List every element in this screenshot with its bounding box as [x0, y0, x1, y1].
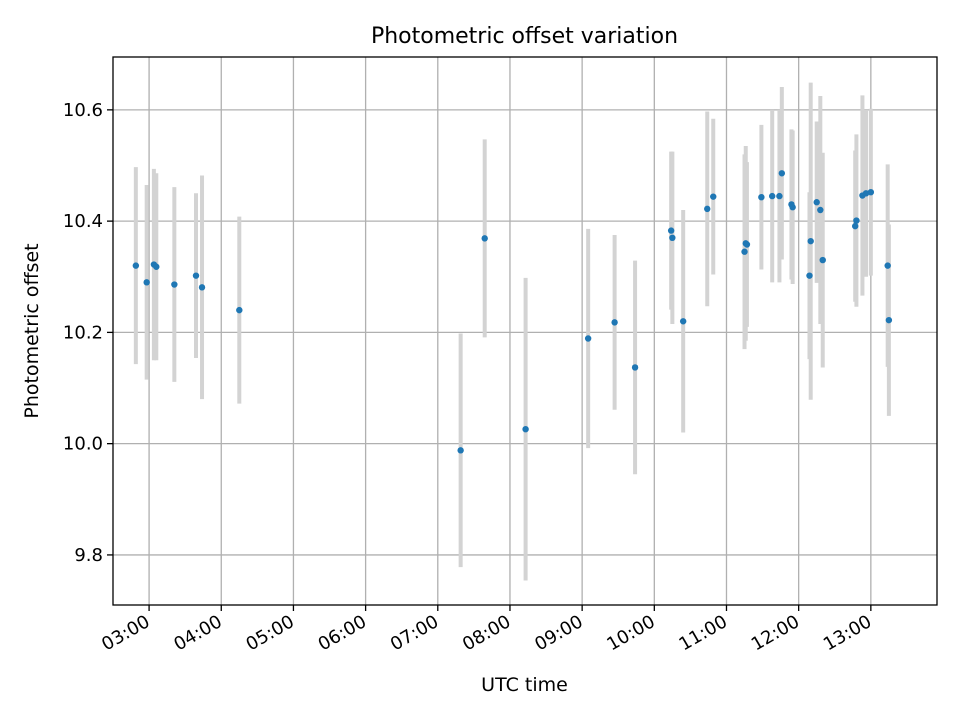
plot-frame [112, 56, 938, 606]
y-tick-label: 10.2 [63, 322, 103, 343]
data-point [457, 447, 464, 454]
data-point [667, 227, 675, 234]
data-point [743, 241, 751, 248]
x-tick-label: 06:00 [315, 611, 370, 655]
data-point [171, 281, 178, 288]
data-point [679, 318, 687, 325]
data-point [481, 235, 488, 242]
data-point [862, 190, 870, 197]
data-point [852, 222, 859, 230]
x-axis-label: UTC time [481, 674, 568, 696]
data-point [769, 192, 776, 200]
data-point [143, 279, 150, 286]
x-tick-label: 12:00 [748, 611, 803, 655]
x-tick-label: 05:00 [243, 611, 298, 655]
data-point [631, 364, 639, 371]
data-point [813, 199, 820, 206]
x-tick-label: 11:00 [676, 611, 731, 655]
data-point [884, 262, 891, 269]
x-tick-label: 09:00 [531, 611, 586, 655]
data-point [611, 319, 618, 326]
data-point [198, 284, 206, 291]
y-tick-label: 10.4 [63, 211, 103, 232]
data-point [584, 335, 592, 342]
data-point [192, 272, 200, 279]
data-point [669, 234, 676, 242]
x-tick-label: 04:00 [170, 611, 225, 655]
data-point [522, 425, 529, 433]
data-point [807, 237, 814, 245]
data-point [819, 256, 826, 264]
data-point [704, 205, 711, 213]
data-point [153, 263, 160, 270]
y-tick-label: 10.6 [63, 100, 103, 121]
x-tick-label: 10:00 [603, 611, 658, 655]
y-tick-label: 10.0 [63, 434, 103, 455]
data-point [789, 204, 796, 211]
tick-layer: 03:00 04:00 05:00 06:00 07:00 08:00 09:00 10:00… [63, 100, 875, 655]
x-tick-label: 13:00 [820, 611, 875, 655]
y-axis-label: Photometric offset [21, 243, 43, 418]
data-point [236, 306, 243, 314]
data-point [710, 193, 717, 200]
chart-title: Photometric offset variation [371, 24, 678, 49]
data-point [132, 262, 140, 269]
x-tick-label: 03:00 [98, 611, 153, 655]
x-tick-label: 08:00 [459, 611, 514, 655]
data-point [867, 188, 875, 196]
data-point [885, 316, 893, 324]
data-point [817, 206, 824, 214]
data-point [741, 248, 748, 255]
error-bar-layer [133, 82, 891, 581]
data-point [853, 217, 860, 224]
data-point [776, 192, 783, 200]
data-point [806, 272, 813, 279]
data-point-layer [132, 170, 893, 454]
data-point [778, 170, 786, 177]
data-point [758, 193, 765, 201]
y-tick-label: 9.8 [74, 545, 103, 566]
x-tick-label: 07:00 [387, 611, 442, 655]
